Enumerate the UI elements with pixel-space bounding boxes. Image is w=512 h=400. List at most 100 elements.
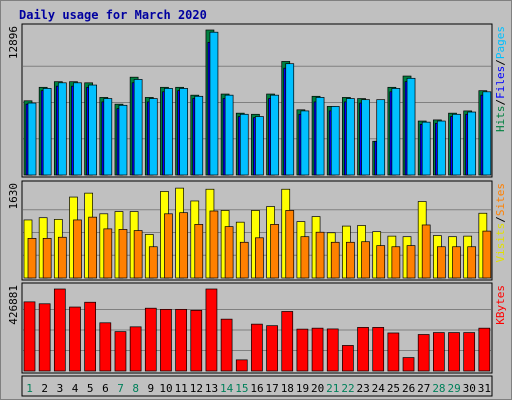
legend-hits: Hits/Files/Pages [494, 26, 507, 132]
bar-sites-day-14 [224, 226, 234, 279]
bar-kbytes-day-15 [235, 359, 248, 372]
bar-kbytes-day-27 [417, 334, 430, 372]
bar-kbytes-day-11 [175, 308, 187, 372]
bar-sites-day-31 [482, 230, 492, 279]
bar-kbytes-day-24 [372, 327, 385, 372]
bar-sites-day-13 [209, 210, 219, 279]
chart-panels: 12896Hits/Files/Pages1630Visits/Sites426… [7, 23, 507, 374]
x-tick-label-4: 4 [72, 382, 79, 395]
bar-pages-day-18 [285, 63, 295, 176]
bar-kbytes-day-2 [38, 303, 51, 372]
x-axis-frame [21, 375, 493, 397]
bar-pages-day-30 [467, 111, 477, 176]
ymax-label-visits: 1630 [7, 183, 20, 210]
bar-kbytes-day-4 [69, 306, 81, 372]
bar-kbytes-day-9 [144, 307, 157, 372]
bar-kbytes-day-28 [433, 332, 445, 372]
legend-hits-part-2: Files [494, 66, 507, 99]
bar-sites-day-7 [118, 229, 128, 279]
legend-visits-part-2: Sites [494, 183, 507, 216]
bar-kbytes-day-1 [23, 301, 36, 372]
bar-pages-day-14 [224, 94, 234, 176]
bar-kbytes-day-18 [281, 311, 294, 372]
bar-sites-day-26 [406, 245, 416, 279]
x-tick-label-5: 5 [87, 382, 94, 395]
x-tick-label-12: 12 [190, 382, 203, 395]
x-tick-label-16: 16 [250, 382, 263, 395]
bar-kbytes-day-16 [251, 323, 263, 372]
bar-sites-day-8 [133, 230, 143, 279]
bar-sites-day-6 [103, 228, 113, 279]
bar-pages-day-12 [194, 95, 204, 176]
x-tick-label-1: 1 [26, 382, 33, 395]
legend-kbytes: KBytes [494, 285, 507, 325]
bar-sites-day-29 [452, 246, 461, 279]
x-tick-label-23: 23 [357, 382, 370, 395]
x-tick-label-31: 31 [478, 382, 491, 395]
x-tick-label-22: 22 [341, 382, 354, 395]
bar-sites-day-4 [73, 219, 82, 279]
x-axis: 1 2 3 4 5 6 7 8 9 10 11 12 13 14 15 16 17 18 19 20 21 22 23 24 2… [21, 375, 493, 397]
bar-kbytes-day-29 [448, 332, 460, 372]
bar-pages-day-3 [57, 82, 67, 176]
legend-hits-part-0: Hits [494, 106, 507, 133]
x-tick-label-2: 2 [41, 382, 48, 395]
bar-sites-day-19 [300, 236, 310, 279]
bar-pages-day-19 [300, 110, 310, 176]
bar-sites-day-28 [437, 246, 446, 279]
bar-sites-day-9 [148, 246, 158, 279]
bar-pages-day-29 [452, 113, 461, 176]
legend-visits-part-1: / [494, 216, 507, 223]
x-tick-label-9: 9 [148, 382, 155, 395]
legend-hits-part-3: / [494, 59, 507, 66]
bar-sites-day-1 [27, 238, 37, 279]
bar-pages-day-7 [118, 104, 128, 176]
x-tick-label-27: 27 [417, 382, 430, 395]
bar-kbytes-day-7 [114, 331, 127, 372]
bar-pages-day-16 [255, 116, 264, 176]
bar-kbytes-day-22 [342, 345, 354, 372]
bar-sites-day-17 [270, 224, 279, 279]
x-tick-label-3: 3 [57, 382, 64, 395]
legend-kbytes-part-0: KBytes [494, 285, 507, 325]
bar-sites-day-18 [285, 210, 295, 279]
panel-kbytes: 426881 KBytes [7, 282, 507, 374]
bar-kbytes-day-20 [311, 327, 324, 372]
x-tick-label-14: 14 [220, 382, 234, 395]
bar-sites-day-25 [391, 246, 401, 279]
ymax-label-hits: 12896 [7, 26, 20, 59]
bar-pages-day-15 [239, 113, 249, 176]
bar-kbytes-day-25 [387, 332, 400, 372]
bar-kbytes-day-30 [463, 332, 476, 372]
bar-kbytes-day-13 [205, 288, 218, 372]
bar-kbytes-day-31 [478, 327, 491, 372]
x-tick-label-18: 18 [281, 382, 294, 395]
bar-kbytes-day-14 [220, 318, 233, 372]
x-tick-label-13: 13 [205, 382, 218, 395]
bar-pages-day-25 [391, 88, 401, 176]
bar-kbytes-day-23 [357, 327, 369, 372]
bar-sites-day-10 [164, 213, 173, 279]
x-tick-label-21: 21 [326, 382, 339, 395]
bar-pages-day-2 [42, 88, 52, 176]
x-tick-label-8: 8 [132, 382, 139, 395]
bar-sites-day-20 [315, 231, 325, 279]
bar-pages-day-9 [148, 98, 158, 176]
chart-title: Daily usage for March 2020 [19, 8, 207, 22]
x-tick-label-20: 20 [311, 382, 324, 395]
bar-pages-day-4 [73, 82, 82, 176]
bar-kbytes-day-8 [129, 326, 142, 372]
bar-sites-day-3 [57, 236, 67, 279]
bar-sites-day-21 [330, 241, 340, 279]
bar-kbytes-day-19 [296, 328, 309, 372]
bar-sites-day-16 [255, 237, 264, 279]
bar-kbytes-day-17 [266, 325, 278, 372]
x-tick-label-28: 28 [432, 382, 445, 395]
bar-sites-day-24 [376, 245, 386, 279]
legend-visits: Visits/Sites [494, 183, 507, 263]
bar-sites-day-5 [88, 216, 98, 279]
bar-kbytes-day-21 [326, 328, 339, 372]
bar-pages-day-11 [179, 88, 188, 176]
